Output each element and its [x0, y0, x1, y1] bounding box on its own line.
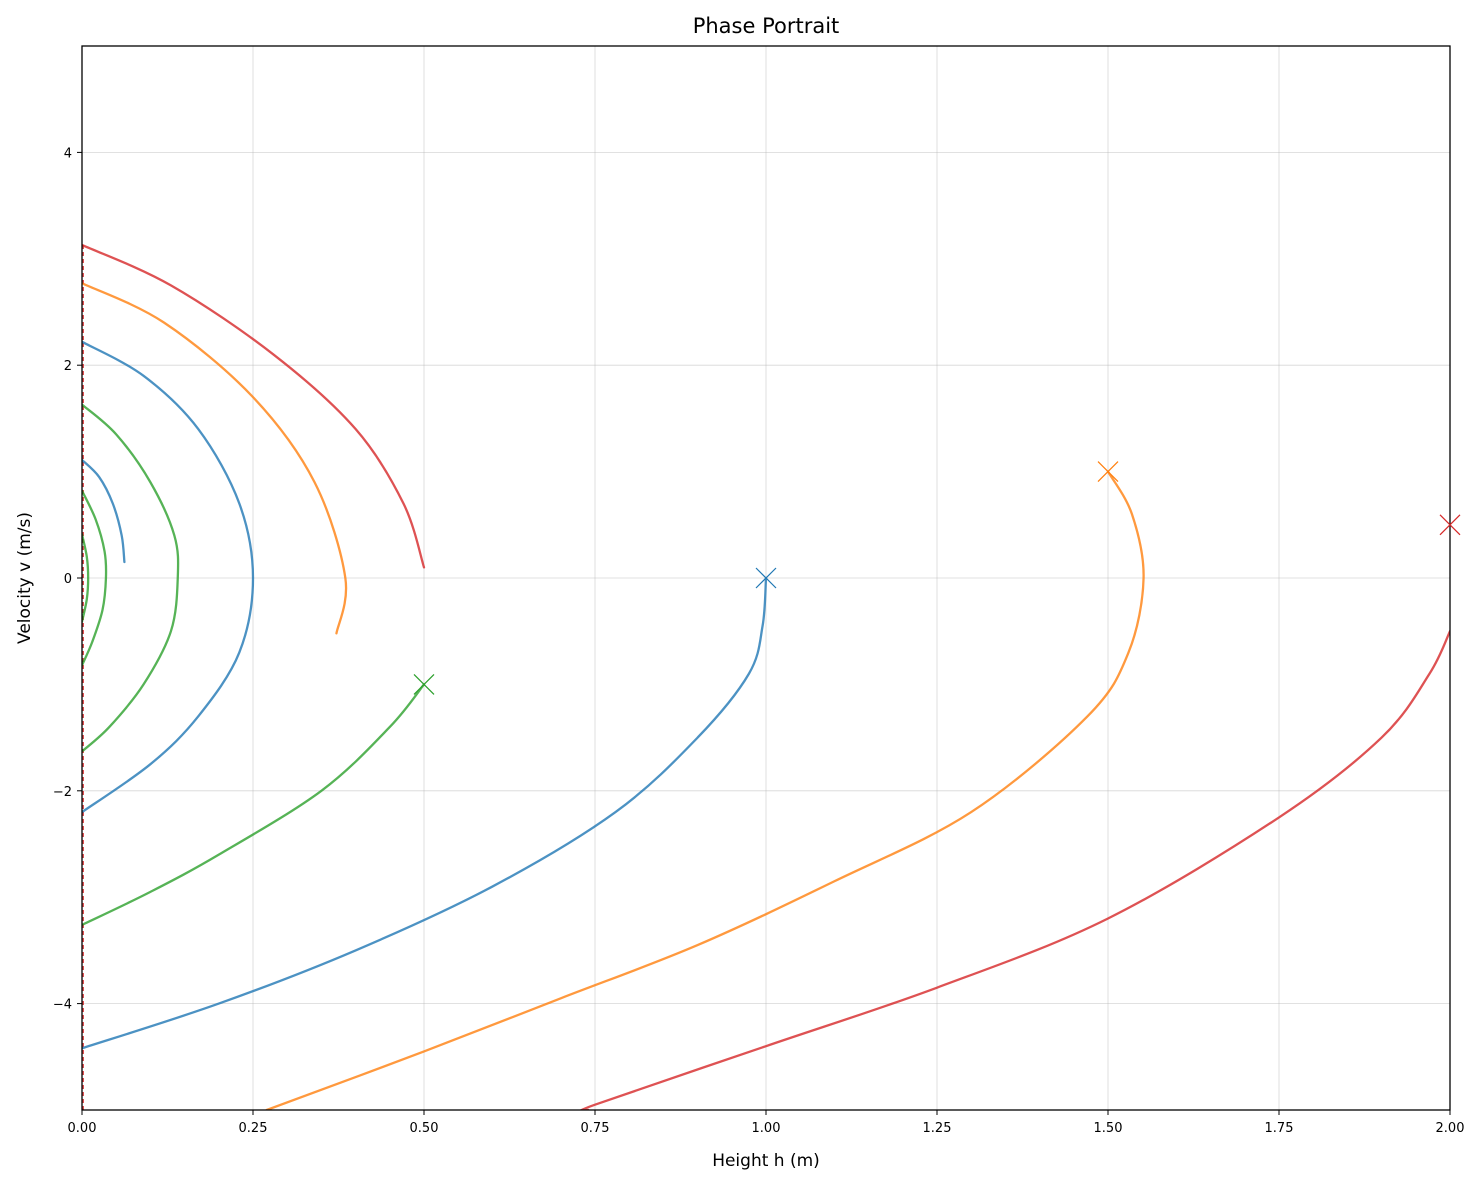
- start-marker-red: [1439, 514, 1461, 536]
- trajectory-blue-0: [82, 576, 768, 1050]
- ticks: 0.00 0.25 0.50 0.75 1.00 1.25 1.50 1.75 2.00 −4 −2…: [53, 146, 1465, 1136]
- x-tick-label: 1.25: [923, 1121, 952, 1136]
- trajectory-red-5: [579, 630, 1450, 1110]
- y-axis-label: Velocity v (m/s): [15, 512, 35, 644]
- trajectory-red-6: [82, 243, 426, 569]
- y-tick-label: −2: [53, 785, 72, 800]
- y-tick-label: 4: [64, 146, 72, 161]
- trajectory-orange-4: [82, 282, 348, 635]
- x-tick-label: 0.75: [581, 1121, 610, 1136]
- trajectory-green-9: [82, 489, 108, 667]
- chart-title: Phase Portrait: [693, 14, 840, 38]
- x-tick-label: 0.25: [239, 1121, 268, 1136]
- start-markers: [413, 461, 1461, 695]
- x-axis-label: Height h (m): [712, 1151, 820, 1171]
- start-marker-blue: [755, 567, 777, 589]
- y-tick-label: −4: [53, 998, 72, 1013]
- x-tick-label: 1.75: [1265, 1121, 1294, 1136]
- trajectory-green-8: [82, 403, 180, 753]
- y-tick-label: 0: [64, 572, 72, 587]
- x-tick-label: 0.00: [68, 1121, 97, 1136]
- x-tick-label: 0.50: [410, 1121, 439, 1136]
- trajectory-green-7: [82, 683, 426, 927]
- x-tick-label: 1.00: [752, 1121, 781, 1136]
- trajectory-blue-1: [82, 340, 255, 814]
- y-tick-label: 2: [64, 359, 72, 374]
- series-group: [82, 243, 1450, 1110]
- start-marker-orange: [1097, 461, 1119, 483]
- x-tick-label: 2.00: [1436, 1121, 1465, 1136]
- start-marker-green: [413, 673, 435, 695]
- trajectory-orange-3: [265, 470, 1145, 1110]
- trajectory-green-10: [82, 533, 90, 623]
- x-tick-label: 1.50: [1094, 1121, 1123, 1136]
- trajectory-blue-2: [82, 458, 126, 564]
